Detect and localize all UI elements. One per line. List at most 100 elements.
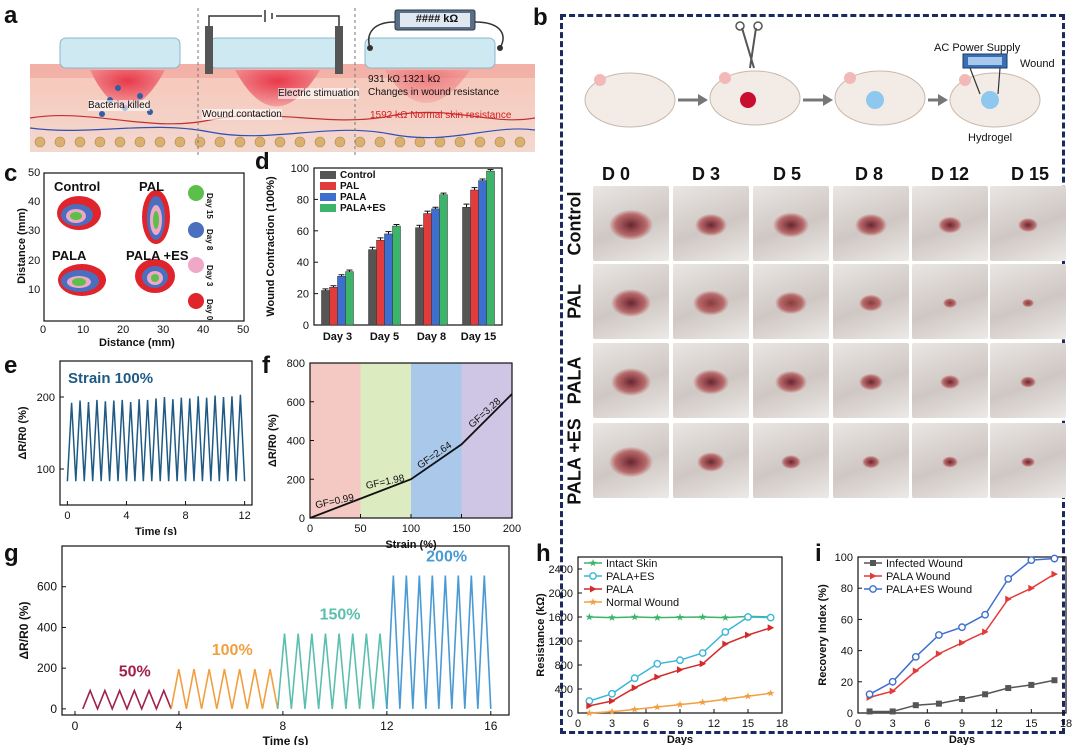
wound-photo (912, 264, 988, 339)
h-point (585, 613, 594, 621)
day-label-d5: D 5 (772, 164, 801, 184)
g-frame (61, 545, 510, 716)
i-point (935, 650, 943, 658)
c-ytick: 20 (28, 255, 41, 267)
legend-marker-day0 (188, 293, 204, 309)
h-point (721, 695, 730, 703)
h-point (608, 707, 616, 716)
d-xtick-label: Day 3 (323, 331, 352, 343)
chart-d-wound-contraction: 0 20 40 60 80 100 Day 3 Day 5 Day 8 Day 15 Control… (265, 163, 503, 343)
i-xlabel: Days (949, 734, 975, 745)
d-ylabel: Wound Contraction (100%) (265, 176, 277, 317)
normal-skin-resistance: 1592 kΩ Normal skin resistance (370, 110, 512, 121)
day-label-d15: D 15 (1010, 164, 1050, 184)
g-segment-line (82, 688, 172, 712)
panel-c: Control PAL PALA PALA +ES Day 15 Day 8 D… (14, 165, 254, 350)
h-point (653, 703, 662, 711)
i-point (889, 708, 896, 715)
chart-f-gauge-factor: 0 50 100 150 2000200400600800GF=0.99GF=1.98G… (267, 358, 521, 551)
d-bar (345, 271, 354, 326)
legend-marker-day8 (188, 222, 204, 238)
wound-photo (753, 343, 829, 418)
i-point (866, 708, 873, 715)
i-point (1028, 584, 1035, 592)
i-point (958, 623, 966, 632)
d-bar (470, 189, 479, 326)
e-ytick-label: 100 (37, 464, 55, 476)
wound-photo (990, 343, 1066, 418)
h-point (698, 698, 707, 706)
d-legend-swatch (320, 204, 336, 212)
wound-photo (673, 423, 749, 498)
f-xtick-label: 200 (503, 523, 521, 535)
wound-photo (833, 343, 909, 418)
h-legend-label: PALA+ES (606, 571, 654, 583)
f-xtick-label: 100 (402, 523, 420, 535)
f-ylabel: ΔR/R0 (%) (267, 414, 279, 467)
wound-photo (990, 186, 1066, 261)
i-ytick-label: 20 (841, 677, 853, 689)
d-legend-swatch (320, 182, 336, 190)
c-xtick: 20 (117, 324, 130, 336)
g-xlabel: Time (s) (263, 734, 309, 745)
i-ylabel: Recovery Index (%) (817, 584, 829, 686)
schematic-b: AC Power Supply Wound Hydrogel (570, 20, 1060, 150)
e-xtick-label: 0 (64, 510, 70, 522)
h-point (744, 613, 752, 621)
wound-photo (833, 186, 909, 261)
h-point (630, 705, 639, 713)
d-bar (439, 194, 448, 326)
i-xtick-label: 18 (1060, 718, 1072, 730)
h-point (722, 640, 729, 648)
i-xtick-label: 3 (890, 718, 896, 730)
i-point (888, 677, 897, 686)
hydrogel-label: Hydrogel (968, 132, 1013, 144)
c-label-pala-es: PALA +ES (126, 248, 189, 263)
ac-power-label: AC Power Supply (934, 42, 1021, 54)
d-ytick-label: 20 (297, 289, 309, 301)
day-label-d3: D 3 (691, 164, 720, 184)
i-legend-label: PALA Wound (886, 571, 950, 583)
d-bar (337, 276, 346, 326)
h-ytick-label: 0 (567, 708, 573, 720)
i-xtick-label: 0 (855, 718, 861, 730)
i-legend-marker (870, 572, 877, 580)
h-xtick-label: 6 (643, 718, 649, 730)
h-ytick-label: 2000 (549, 588, 573, 600)
h-point (609, 697, 616, 705)
h-point (676, 656, 684, 665)
i-point (982, 691, 989, 698)
d-bar (392, 225, 401, 326)
i-point (934, 631, 943, 639)
d-bar (486, 170, 495, 326)
i-point (1051, 677, 1058, 684)
d-bar (329, 287, 338, 326)
wound-photo (912, 186, 988, 261)
wound-photo (673, 264, 749, 339)
c-legend-day15: Day 15 (205, 193, 214, 219)
e-xlabel: Time (s) (135, 526, 177, 535)
h-xtick-label: 0 (575, 718, 581, 730)
wound-photo (990, 423, 1066, 498)
h-point (698, 613, 707, 621)
i-ytick-label: 0 (847, 708, 853, 720)
i-ytick-label: 40 (841, 646, 853, 658)
i-point (981, 610, 990, 619)
h-legend-label: Intact Skin (606, 558, 657, 570)
h-point (653, 659, 662, 668)
h-point (766, 613, 775, 622)
d-bar (321, 290, 330, 326)
h-point (676, 613, 684, 621)
f-ytick-label: 400 (287, 436, 305, 448)
d-bar (368, 249, 377, 326)
d-ytick-label: 100 (291, 163, 309, 175)
i-point (959, 695, 965, 702)
h-point (630, 674, 639, 683)
d-legend-label: PALA (340, 192, 366, 203)
d-bar (384, 233, 393, 326)
day-label-d0: D 0 (601, 164, 630, 184)
c-ytick: 40 (28, 196, 41, 208)
h-ylabel: Resistance (kΩ) (535, 593, 547, 677)
c-label-control: Control (54, 179, 101, 194)
h-point (721, 628, 730, 636)
